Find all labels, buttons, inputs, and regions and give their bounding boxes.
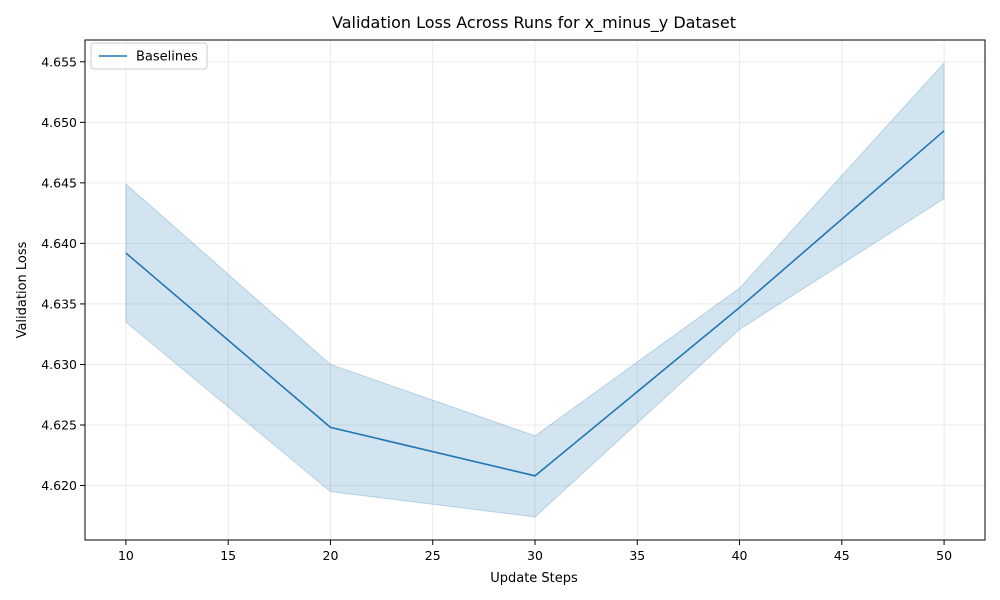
- x-tick-label: 15: [220, 548, 236, 563]
- x-tick-label: 30: [527, 548, 543, 563]
- y-axis-ticks: 4.620 4.625 4.630 4.635 4.640 4.645 4.650 4.655: [41, 54, 85, 493]
- y-tick-label: 4.635: [41, 296, 77, 311]
- y-tick-label: 4.625: [41, 417, 77, 432]
- x-tick-label: 45: [834, 548, 850, 563]
- y-tick-label: 4.640: [41, 236, 77, 251]
- confidence-band-layer: [125, 61, 945, 518]
- x-axis-ticks: 10 15 20 25 30 35 40 45 50: [118, 540, 952, 563]
- x-tick-label: 25: [425, 548, 441, 563]
- y-axis-label: Validation Loss: [15, 241, 30, 338]
- x-tick-label: 20: [323, 548, 339, 563]
- y-tick-label: 4.655: [41, 54, 77, 69]
- chart-title: Validation Loss Across Runs for x_minus_…: [332, 13, 736, 33]
- legend-label-baselines: Baselines: [136, 50, 198, 65]
- series-line: [125, 130, 945, 477]
- x-axis-label: Update Steps: [490, 571, 578, 586]
- grid: [85, 40, 985, 540]
- y-tick-label: 4.645: [41, 175, 77, 190]
- y-tick-label: 4.620: [41, 478, 77, 493]
- legend-box: [90, 42, 208, 70]
- x-tick-label: 10: [118, 548, 134, 563]
- x-tick-label: 50: [936, 548, 952, 563]
- confidence-band: [125, 61, 945, 518]
- x-tick-label: 40: [732, 548, 748, 563]
- y-tick-label: 4.650: [41, 115, 77, 130]
- legend: Baselines: [90, 42, 208, 70]
- x-tick-label: 35: [629, 548, 645, 563]
- y-tick-label: 4.630: [41, 357, 77, 372]
- series-line-layer: [125, 130, 945, 477]
